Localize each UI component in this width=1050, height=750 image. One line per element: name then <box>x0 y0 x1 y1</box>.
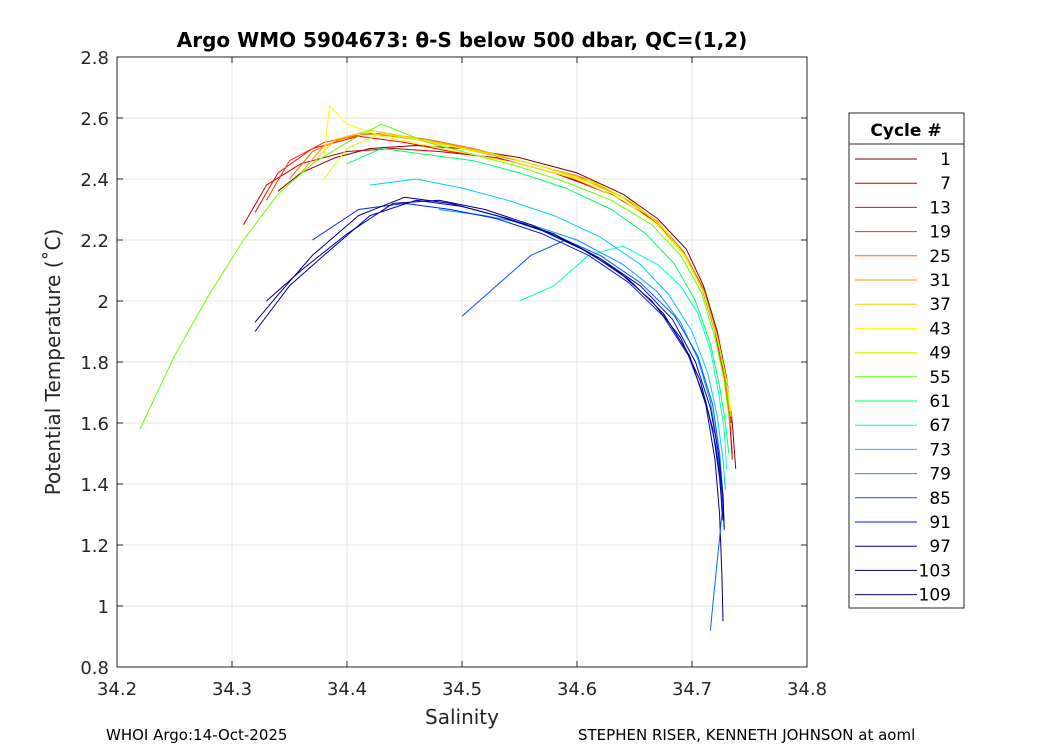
series-line-cycle-55 <box>139 123 730 430</box>
x-tick-label: 34.2 <box>97 679 137 700</box>
y-tick-label: 1.4 <box>80 475 109 496</box>
legend-entry-label: 31 <box>929 271 951 291</box>
y-tick-label: 2.4 <box>80 170 109 191</box>
legend-entry-label: 7 <box>940 174 951 194</box>
x-tick-label: 34.8 <box>787 679 827 700</box>
legend-entry-label: 91 <box>929 513 951 533</box>
series-line-cycle-13 <box>254 135 733 454</box>
series-line-cycle-61 <box>346 148 730 454</box>
y-tick-label: 2.8 <box>80 48 109 69</box>
plot-series <box>139 105 737 631</box>
legend-entry-label: 19 <box>929 223 951 243</box>
x-axis-label: Salinity <box>425 705 499 729</box>
x-tick-label: 34.4 <box>327 679 367 700</box>
legend-box <box>848 112 965 609</box>
series-line-cycle-19 <box>266 132 732 424</box>
y-tick-label: 2.6 <box>80 109 109 130</box>
y-tick-label: 0.8 <box>80 658 109 679</box>
y-tick-label: 2.2 <box>80 231 109 252</box>
y-tick-label: 1.6 <box>80 414 109 435</box>
legend-entry-label: 49 <box>929 344 951 364</box>
series-line-cycle-109 <box>254 196 724 622</box>
series-line-cycle-49 <box>323 132 731 411</box>
y-tick-label: 2 <box>98 292 109 313</box>
legend-title: Cycle # <box>870 121 941 141</box>
footer-credit-date: WHOI Argo:14-Oct-2025 <box>106 726 288 744</box>
legend-entry-label: 55 <box>929 368 951 388</box>
series-line-cycle-113 <box>709 514 723 631</box>
chart-title: Argo WMO 5904673: θ-S below 500 dbar, QC… <box>177 28 747 52</box>
series-line-cycle-25 <box>289 132 731 424</box>
ticks: 34.2 34.3 34.4 34.5 34.6 34.7 34.8 0.8 1 1.2 1.4 1.… <box>80 48 827 700</box>
legend-entry-label: 79 <box>929 465 951 485</box>
footer-investigators: STEPHEN RISER, KENNETH JOHNSON at aoml <box>578 726 916 744</box>
legend-entry-label: 1 <box>940 150 951 170</box>
legend-entry-label: 25 <box>929 247 951 267</box>
legend-entry-label: 61 <box>929 392 951 412</box>
legend-entry-label: 37 <box>929 295 951 315</box>
series-line-cycle-67 <box>519 245 727 469</box>
legend-entry-label: 73 <box>929 440 951 460</box>
x-tick-label: 34.6 <box>557 679 597 700</box>
series-line-cycle-103 <box>266 199 724 521</box>
legend-entry-label: 103 <box>919 561 951 581</box>
y-tick-label: 1.2 <box>80 536 109 557</box>
series-line-cycle-73 <box>369 178 726 491</box>
legend-entry-label: 43 <box>929 319 951 339</box>
x-tick-label: 34.5 <box>442 679 482 700</box>
series-line-cycle-85 <box>461 239 725 527</box>
y-tick-label: 1 <box>98 597 109 618</box>
y-tick-label: 1.8 <box>80 353 109 374</box>
series-line-cycle-31 <box>300 132 732 417</box>
series-line-cycle-97 <box>254 199 725 530</box>
legend-entry-label: 109 <box>919 586 951 606</box>
legend: Cycle # 1 7 13 19 25 31 37 43 49 55 61 67 73 79 85 91 97… <box>848 112 965 609</box>
x-tick-label: 34.3 <box>212 679 252 700</box>
legend-entry-label: 13 <box>929 198 951 218</box>
legend-entry-label: 85 <box>929 489 951 509</box>
x-tick-label: 34.7 <box>672 679 712 700</box>
legend-entry-label: 67 <box>929 416 951 436</box>
legend-entry-label: 97 <box>929 537 951 557</box>
y-axis-label: Potential Temperature (˚C) <box>41 229 65 496</box>
